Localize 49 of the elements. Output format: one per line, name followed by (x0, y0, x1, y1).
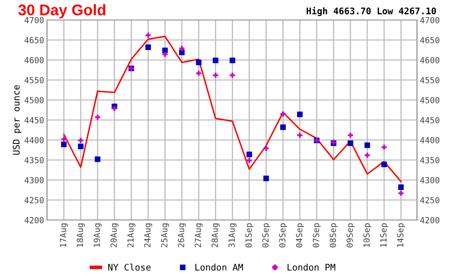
y-tick-label: 4500 (24, 97, 44, 104)
x-tick-label: 21Aug (127, 224, 136, 248)
y-tick-label: 4400 (24, 137, 44, 144)
y2-tick-label: 4650 (420, 37, 440, 44)
x-tick-label: 28Aug (212, 224, 220, 248)
y-tick-label: 4600 (24, 57, 44, 64)
x-tick-label: 10Sep (363, 223, 372, 247)
legend-label: London AM (195, 264, 243, 271)
x-tick-label: 01Sep (245, 223, 254, 248)
y-tick-label: 4350 (24, 157, 44, 164)
y2-tick-label: 4600 (420, 57, 440, 64)
y-tick-label: 4250 (24, 197, 44, 204)
legend-label: NY Close (108, 264, 151, 271)
y-axis-title: USD per ounce (12, 85, 22, 155)
legend-label: London PM (288, 264, 336, 271)
y2-tick-label: 4350 (420, 157, 440, 164)
y2-tick-label: 4450 (420, 117, 440, 124)
x-tick-label: 03Sep (279, 223, 288, 248)
x-tick-label: 31Aug (228, 224, 236, 248)
x-tick-label: 02Sep (262, 223, 270, 248)
x-tick-label: 04Sep (296, 223, 304, 248)
y-tick-label: 4700 (24, 17, 44, 24)
text: High 4663.70 Low 4267.10 (306, 6, 436, 16)
x-tick-label: 20Aug (110, 224, 118, 248)
y2-tick-label: 4250 (420, 197, 440, 204)
x-tick-label: 19Aug (94, 224, 102, 247)
y-tick-label: 4450 (24, 117, 44, 124)
y-tick-label: 4550 (24, 77, 44, 84)
x-tick-label: 24Aug (144, 224, 152, 248)
x-tick-label: 09Sep (346, 223, 354, 248)
x-tick-label: 18Aug (76, 224, 85, 247)
x-tick-label: 27Aug (194, 224, 203, 248)
y2-tick-label: 4550 (420, 77, 440, 84)
y2-tick-label: 4300 (420, 177, 440, 184)
x-tick-label: 25Aug (161, 224, 170, 248)
y-tick-label: 4650 (24, 37, 44, 44)
y2-tick-label: 4400 (420, 137, 440, 144)
x-tick-label: 26Aug (178, 224, 186, 248)
x-tick-label: 11Sep (380, 223, 388, 247)
x-tick-label: 14Sep (397, 223, 406, 247)
x-tick-label: 17Aug (60, 224, 68, 247)
y2-tick-label: 4700 (420, 17, 440, 24)
x-tick-label: 07Sep (312, 223, 321, 248)
chart-title: 30 Day Gold (18, 4, 106, 18)
y2-tick-label: 4200 (420, 217, 440, 224)
y2-tick-label: 4500 (420, 97, 440, 104)
y-tick-label: 4200 (24, 217, 44, 224)
x-tick-label: 08Sep (330, 223, 338, 248)
y-tick-label: 4300 (24, 177, 44, 184)
